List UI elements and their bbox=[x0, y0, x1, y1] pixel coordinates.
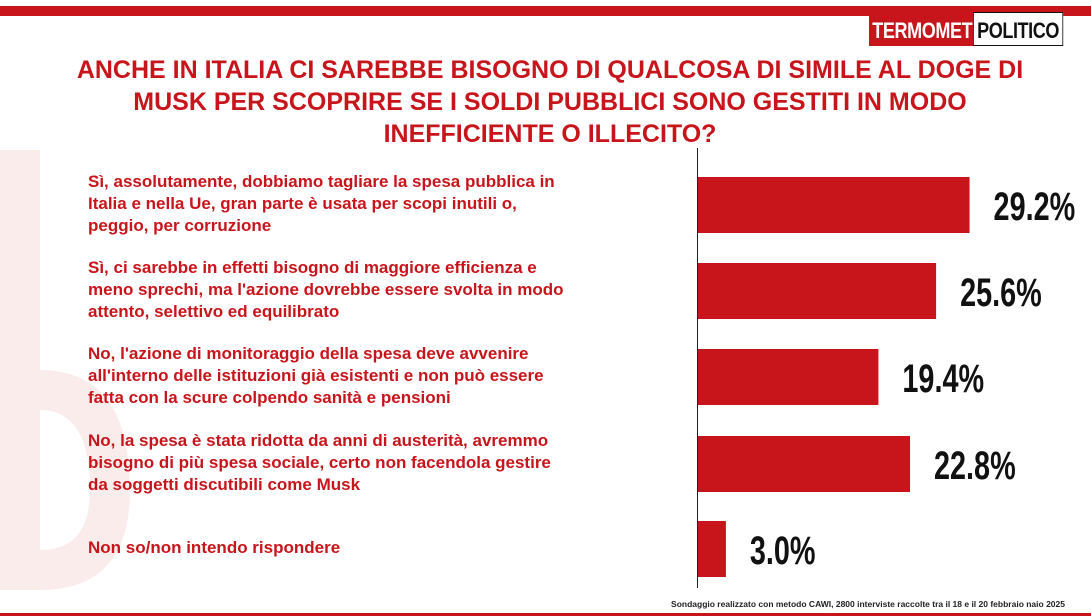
category-label-line: bisogno di più spesa sociale, certo non … bbox=[88, 453, 551, 472]
category-label-line: Sì, assolutamente, dobbiamo tagliare la … bbox=[88, 172, 555, 191]
chart-title: ANCHE IN ITALIA CI SAREBBE BISOGNO DI QU… bbox=[76, 56, 1024, 148]
value-label-1: 29.2% bbox=[994, 184, 1076, 229]
category-label-line: No, l'azione di monitoraggio della spesa… bbox=[88, 344, 529, 363]
value-label-4: 22.8% bbox=[934, 443, 1016, 488]
category-label-line: fatta con la scure colpendo sanità e pen… bbox=[88, 388, 451, 407]
category-label-line: peggio, per corruzione bbox=[88, 216, 272, 235]
category-label-4: No, la spesa è stata ridotta da anni di … bbox=[88, 430, 688, 496]
bar-1 bbox=[698, 177, 970, 233]
bar-2 bbox=[698, 263, 937, 319]
bar-4 bbox=[698, 436, 911, 492]
top-white-strip bbox=[0, 0, 1091, 4]
bar-3 bbox=[698, 349, 879, 405]
bar-5 bbox=[698, 521, 726, 577]
category-label-3: No, l'azione di monitoraggio della spesa… bbox=[88, 343, 688, 409]
category-label-line: Italia e nella Ue, gran parte è usata pe… bbox=[88, 194, 517, 213]
category-label-line: No, la spesa è stata ridotta da anni di … bbox=[88, 431, 549, 450]
top-accent-bar bbox=[0, 6, 1091, 16]
category-label-line: Sì, ci sarebbe in effetti bisogno di mag… bbox=[88, 258, 537, 277]
category-label-line: attento, selettivo ed equilibrato bbox=[88, 302, 340, 321]
value-label-5: 3.0% bbox=[750, 528, 816, 573]
category-label-2: Sì, ci sarebbe in effetti bisogno di mag… bbox=[88, 257, 688, 323]
y-axis-line bbox=[697, 148, 698, 588]
category-label-line: meno sprechi, ma l'azione dovrebbe esser… bbox=[88, 280, 564, 299]
termometro-politico-logo: TERMOMETRO POLITICO bbox=[869, 12, 1064, 46]
category-label-line: all'interno delle istituzioni già esiste… bbox=[88, 366, 544, 385]
category-label-5: Non so/non intendo rispondere bbox=[88, 537, 688, 559]
category-label-line: da soggetti discutibili come Musk bbox=[88, 475, 361, 494]
logo-text-politico: POLITICO bbox=[973, 12, 1064, 46]
survey-footnote: Sondaggio realizzato con metodo CAWI, 28… bbox=[671, 599, 1065, 609]
value-label-2: 25.6% bbox=[960, 270, 1042, 315]
category-label-line: Non so/non intendo rispondere bbox=[88, 538, 341, 557]
background-watermark bbox=[0, 150, 130, 590]
category-label-1: Sì, assolutamente, dobbiamo tagliare la … bbox=[88, 171, 688, 237]
bottom-accent-bar bbox=[0, 613, 1091, 616]
value-label-3: 19.4% bbox=[902, 356, 984, 401]
